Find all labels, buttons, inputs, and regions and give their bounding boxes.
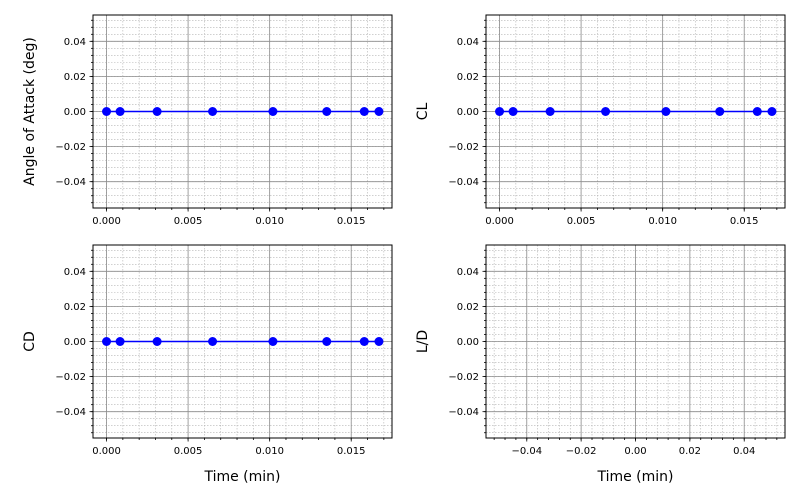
x-axis-label: Time (min) [596, 469, 673, 485]
y-tick-label: 0.00 [64, 337, 86, 348]
y-tick-label: −0.04 [448, 407, 479, 418]
data-point [268, 107, 278, 116]
chart-cl: 0.000 0.005 0.010 0.015 0.04 0.02 0.00 −… [415, 14, 786, 227]
y-axis: 0.04 0.02 0.00 −0.02 −0.04 [448, 267, 479, 418]
data-point [359, 107, 369, 116]
data-point [767, 107, 777, 116]
data-point [322, 337, 332, 346]
axes-frame [482, 244, 786, 442]
y-tick-label: −0.04 [55, 407, 86, 418]
data-point [268, 337, 278, 346]
data-point [508, 107, 518, 116]
x-tick-label: 0.000 [92, 216, 121, 227]
y-tick-label: −0.02 [448, 142, 479, 153]
data-point [661, 107, 671, 116]
x-tick-label: 0.000 [485, 216, 514, 227]
data-point [152, 337, 162, 346]
x-tick-label: 0.005 [174, 446, 203, 457]
y-axis-label: L/D [415, 330, 431, 353]
y-axis: 0.04 0.02 0.00 −0.02 −0.04 [55, 267, 86, 418]
y-tick-label: 0.02 [64, 302, 86, 313]
y-tick-label: 0.04 [457, 267, 479, 278]
x-axis: 0.000 0.005 0.010 0.015 [485, 216, 758, 227]
y-tick-label: 0.04 [64, 37, 86, 48]
data-series [102, 107, 384, 116]
chart-cd: 0.000 0.005 0.010 0.015 0.04 0.02 0.00 −… [22, 244, 393, 485]
y-tick-label: −0.02 [55, 372, 86, 383]
y-tick-label: 0.00 [64, 107, 86, 118]
data-point [374, 337, 384, 346]
data-point [495, 107, 505, 116]
y-tick-label: −0.02 [55, 142, 86, 153]
y-axis: 0.04 0.02 0.00 −0.02 −0.04 [55, 37, 86, 188]
data-point [752, 107, 762, 116]
chart-lift-to-drag: −0.04 −0.02 0.00 0.02 0.04 0.04 0.02 0.0… [415, 244, 786, 485]
data-point [715, 107, 725, 116]
axes-frame [482, 14, 786, 212]
y-axis: 0.04 0.02 0.00 −0.02 −0.04 [448, 37, 479, 188]
y-tick-label: 0.04 [64, 267, 86, 278]
x-tick-label: −0.02 [566, 446, 597, 457]
data-point [359, 337, 369, 346]
x-tick-label: 0.010 [648, 216, 677, 227]
y-tick-label: 0.02 [457, 302, 479, 313]
y-axis-label: CD [22, 331, 38, 352]
y-axis-label: Angle of Attack (deg) [22, 37, 38, 186]
data-point [152, 107, 162, 116]
y-tick-label: 0.02 [457, 72, 479, 83]
x-axis: 0.000 0.005 0.010 0.015 [92, 446, 365, 457]
data-point [322, 107, 332, 116]
y-tick-label: 0.02 [64, 72, 86, 83]
y-tick-label: −0.04 [55, 177, 86, 188]
axes-frame [89, 14, 393, 212]
data-point [115, 337, 125, 346]
x-tick-label: 0.000 [92, 446, 121, 457]
x-tick-label: 0.005 [567, 216, 596, 227]
y-tick-label: 0.00 [457, 107, 479, 118]
axes-frame [89, 244, 393, 442]
chart-angle-of-attack: 0.000 0.005 0.010 0.015 0.04 0.02 0.00 −… [22, 14, 393, 227]
x-tick-label: 0.015 [337, 446, 366, 457]
y-tick-label: −0.02 [448, 372, 479, 383]
x-tick-label: 0.02 [679, 446, 701, 457]
data-point [208, 337, 218, 346]
x-tick-label: 0.005 [174, 216, 203, 227]
x-axis: −0.04 −0.02 0.00 0.02 0.04 [511, 446, 755, 457]
y-tick-label: 0.04 [457, 37, 479, 48]
data-point [601, 107, 611, 116]
x-tick-label: 0.010 [255, 446, 284, 457]
data-series [102, 337, 384, 346]
x-tick-label: 0.015 [730, 216, 759, 227]
data-point [102, 337, 112, 346]
y-tick-label: 0.00 [457, 337, 479, 348]
x-tick-label: 0.04 [733, 446, 755, 457]
data-point [545, 107, 555, 116]
gridlines [486, 245, 785, 438]
x-tick-label: −0.04 [511, 446, 542, 457]
x-axis: 0.000 0.005 0.010 0.015 [92, 216, 365, 227]
data-point [208, 107, 218, 116]
data-series [495, 107, 777, 116]
x-tick-label: 0.015 [337, 216, 366, 227]
x-tick-label: 0.00 [624, 446, 646, 457]
x-tick-label: 0.010 [255, 216, 284, 227]
x-axis-label: Time (min) [203, 469, 280, 485]
data-point [115, 107, 125, 116]
y-tick-label: −0.04 [448, 177, 479, 188]
data-point [102, 107, 112, 116]
y-axis-label: CL [415, 103, 431, 121]
data-point [374, 107, 384, 116]
